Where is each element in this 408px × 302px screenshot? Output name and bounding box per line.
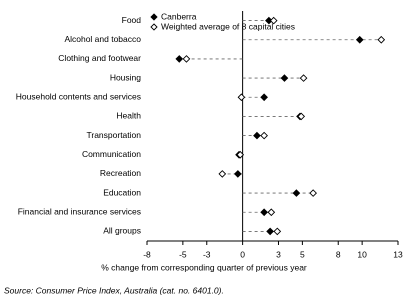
dot [234, 170, 242, 178]
x-tick-label: 8 [336, 249, 341, 259]
legend-label: Weighted average of 8 capital cities [161, 21, 295, 31]
x-tick-label: -5 [179, 249, 187, 259]
x-tick-label: 10 [357, 249, 367, 259]
dot [253, 131, 261, 140]
dot [266, 227, 274, 236]
x-tick-label: 3 [276, 249, 281, 259]
y-tick-label: Education [103, 187, 141, 197]
dot [236, 150, 245, 159]
dot [269, 16, 278, 25]
x-tick-label: -3 [203, 249, 211, 259]
dot [260, 93, 268, 102]
y-tick-label: All groups [103, 226, 141, 236]
dot [273, 227, 282, 236]
dot [355, 35, 364, 44]
y-tick-label: Health [116, 111, 141, 121]
legend-marker [150, 23, 158, 31]
y-tick-label: Financial and insurance services [18, 207, 141, 217]
x-tick-label: 13 [393, 249, 403, 259]
y-tick-label: Transportation [87, 130, 142, 140]
y-tick-label: Housing [110, 72, 141, 82]
dot [292, 189, 301, 197]
y-tick-label: Recreation [100, 168, 141, 178]
dot [218, 170, 227, 178]
dot [175, 55, 184, 63]
x-tick-label: -8 [143, 249, 151, 259]
y-tick-label: Clothing and footwear [58, 53, 141, 63]
y-tick-label: Food [122, 15, 142, 25]
legend-marker [150, 13, 158, 21]
dot [377, 35, 386, 44]
legend-label: Canberra [161, 11, 197, 21]
dot [260, 208, 268, 217]
y-tick-label: Communication [82, 149, 141, 159]
dot [309, 189, 317, 197]
x-tick-label: 0 [240, 249, 245, 259]
dot [280, 74, 289, 82]
dot [182, 55, 191, 63]
x-tick-label: 5 [300, 249, 305, 259]
y-tick-label: Household contents and services [16, 92, 141, 102]
source-note: Source: Consumer Price Index, Australia … [4, 285, 224, 295]
dot [237, 93, 246, 102]
dot [260, 131, 268, 140]
x-axis-label: % change from corresponding quarter of p… [101, 262, 307, 272]
dot [297, 112, 306, 121]
dot [267, 208, 276, 217]
y-tick-label: Alcohol and tobacco [64, 34, 141, 44]
dot [299, 74, 308, 82]
